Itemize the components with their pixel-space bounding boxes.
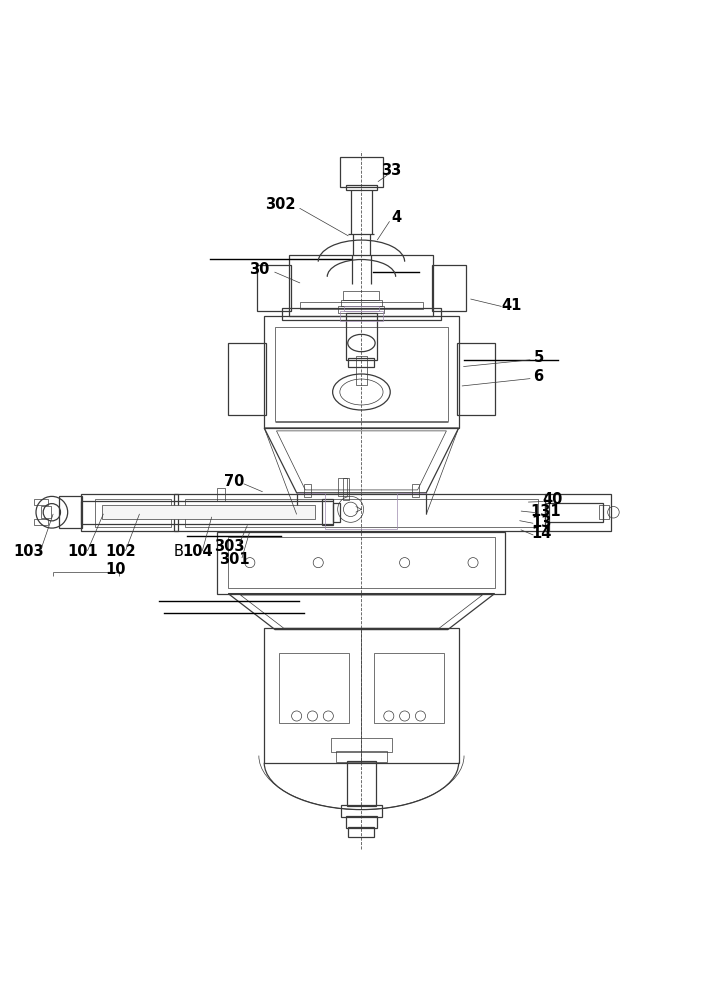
Bar [282,308,441,320]
Text: 30: 30 [249,262,269,277]
Bar [343,478,349,500]
Bar [545,494,611,531]
Bar [41,506,51,518]
Bar [81,494,178,531]
Text: 13: 13 [531,515,552,530]
Bar [264,316,459,428]
Text: 303: 303 [214,539,244,554]
Bar [412,484,419,497]
Text: 101: 101 [68,544,98,559]
Bar [275,327,448,421]
Bar [432,265,466,311]
Text: B: B [174,544,184,559]
Bar [279,653,349,723]
Bar [331,738,392,752]
Bar [322,499,333,525]
Bar [346,313,377,360]
Bar [348,827,374,837]
Text: 5: 5 [534,350,544,365]
Bar [374,653,444,723]
Bar [228,343,266,415]
Text: 70: 70 [224,474,244,489]
Bar [346,816,377,828]
Bar [34,519,48,525]
Text: 33: 33 [381,163,401,178]
Bar [174,494,549,531]
Bar [336,751,387,762]
Bar [304,484,311,497]
Bar [341,805,382,817]
Bar [346,185,377,190]
Bar [257,265,291,311]
Bar [338,478,347,496]
Bar [356,356,367,385]
Text: 41: 41 [501,298,521,313]
Bar [264,628,459,763]
Text: 102: 102 [106,544,136,559]
Bar [217,488,225,501]
Bar [95,499,171,527]
Bar [34,499,48,505]
Text: 4: 4 [391,210,401,225]
Bar [333,503,340,522]
Bar [289,255,433,316]
Bar [340,311,383,321]
Bar [348,358,374,367]
Text: 14: 14 [531,526,552,541]
Bar [338,306,384,313]
Bar [347,761,376,806]
Bar [217,532,505,594]
Bar [344,306,379,311]
Bar [340,157,383,187]
Text: 40: 40 [543,492,563,508]
Bar [343,291,379,300]
Bar [59,496,82,528]
Bar [341,300,382,306]
Text: 131: 131 [531,504,561,519]
Bar [545,503,603,522]
Text: 10: 10 [105,562,125,577]
Bar [102,505,315,519]
Text: 301: 301 [219,552,249,567]
Bar [300,302,423,309]
Text: 104: 104 [183,544,213,559]
Bar [228,537,495,588]
Text: 6: 6 [534,369,544,384]
Text: 103: 103 [14,544,44,559]
Bar [457,343,495,415]
Bar [599,505,609,519]
Bar [185,499,538,527]
Text: 302: 302 [266,197,296,212]
